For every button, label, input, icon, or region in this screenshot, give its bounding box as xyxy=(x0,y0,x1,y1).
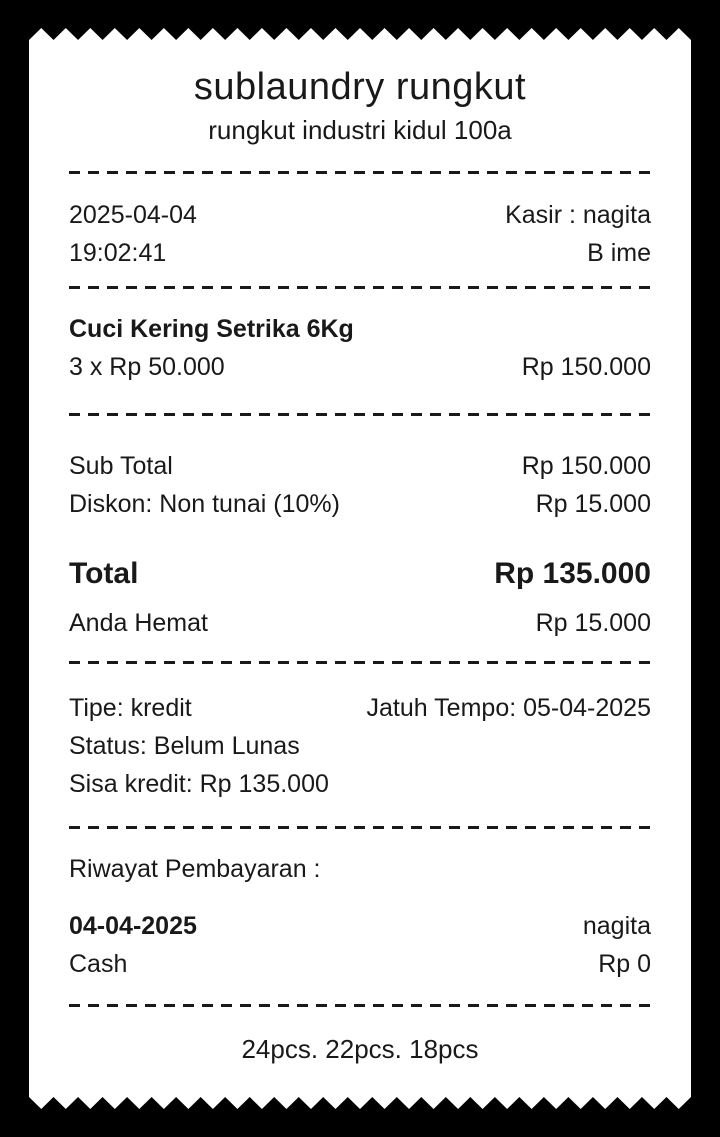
receipt-paper: sublaundry rungkut rungkut industri kidu… xyxy=(29,40,691,1097)
total-value: Rp 135.000 xyxy=(494,557,651,590)
receipt: sublaundry rungkut rungkut industri kidu… xyxy=(29,0,691,1109)
discount-label: Diskon: Non tunai (10%) xyxy=(69,490,340,518)
payment-cashier: nagita xyxy=(582,912,651,940)
credit-block: Tipe: kredit Jatuh Tempo: 05-04-2025 Sta… xyxy=(69,689,651,803)
item-name: Cuci Kering Setrika 6Kg xyxy=(69,315,354,343)
receipt-torn-edge-top xyxy=(29,28,691,40)
subtotal-value: Rp 150.000 xyxy=(521,452,651,480)
credit-status: Status: Belum Lunas xyxy=(69,732,300,760)
receipt-torn-edge-bottom xyxy=(29,1097,691,1109)
transaction-info: 2025-04-04 Kasir : nagita 19:02:41 B ime xyxy=(69,196,651,272)
store-address: rungkut industri kidul 100a xyxy=(208,115,512,145)
payment-history-heading: Riwayat Pembayaran : xyxy=(69,855,321,883)
subtotal-label: Sub Total xyxy=(69,452,173,480)
transaction-date: 2025-04-04 xyxy=(69,201,197,229)
divider xyxy=(69,826,651,829)
savings-label: Anda Hemat xyxy=(69,609,208,637)
subtotal-row: Sub Total Rp 150.000 xyxy=(69,447,651,485)
credit-remaining: Sisa kredit: Rp 135.000 xyxy=(69,770,329,798)
savings-value: Rp 15.000 xyxy=(535,609,651,637)
item-row: 3 x Rp 50.000 Rp 150.000 xyxy=(69,348,651,386)
summary-block: Sub Total Rp 150.000 Diskon: Non tunai (… xyxy=(69,447,651,523)
total-label: Total xyxy=(69,557,139,590)
cashier-name: Kasir : nagita xyxy=(505,201,651,229)
discount-value: Rp 15.000 xyxy=(535,490,651,518)
payment-method-row: Cash Rp 0 xyxy=(69,945,651,983)
divider xyxy=(69,171,651,174)
credit-type-row: Tipe: kredit Jatuh Tempo: 05-04-2025 xyxy=(69,689,651,727)
total-row: Total Rp 135.000 xyxy=(69,550,651,598)
divider xyxy=(69,661,651,664)
payment-method: Cash xyxy=(69,950,128,978)
credit-due-date: Jatuh Tempo: 05-04-2025 xyxy=(366,694,651,722)
divider xyxy=(69,413,651,416)
customer-name: B ime xyxy=(587,239,651,267)
savings-row: Anda Hemat Rp 15.000 xyxy=(69,604,651,642)
payment-date: 04-04-2025 xyxy=(69,912,197,940)
store-name: sublaundry rungkut xyxy=(193,66,527,108)
discount-row: Diskon: Non tunai (10%) Rp 15.000 xyxy=(69,485,651,523)
divider xyxy=(69,1004,651,1007)
item-amount: Rp 150.000 xyxy=(521,353,651,381)
item-qty-price: 3 x Rp 50.000 xyxy=(69,353,225,381)
payment-row: 04-04-2025 nagita xyxy=(69,907,651,945)
payment-amount: Rp 0 xyxy=(598,950,651,978)
transaction-time: 19:02:41 xyxy=(69,239,167,267)
divider xyxy=(69,286,651,289)
footer-note: 24pcs. 22pcs. 18pcs xyxy=(241,1034,479,1064)
payment-history-entry: 04-04-2025 nagita Cash Rp 0 xyxy=(69,907,651,983)
item-block: Cuci Kering Setrika 6Kg 3 x Rp 50.000 Rp… xyxy=(69,310,651,386)
credit-type: Tipe: kredit xyxy=(69,694,192,722)
